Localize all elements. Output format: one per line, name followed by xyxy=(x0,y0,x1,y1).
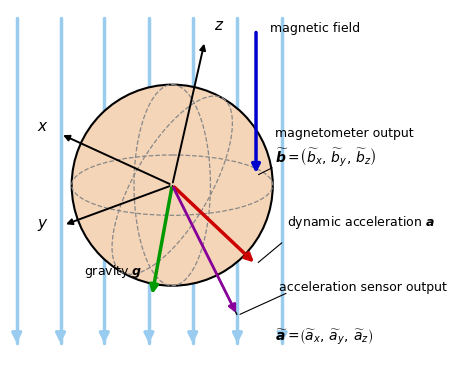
Text: acceleration sensor output: acceleration sensor output xyxy=(279,281,447,294)
Text: gravity $\boldsymbol{g}$: gravity $\boldsymbol{g}$ xyxy=(84,263,142,280)
Text: $\widetilde{\boldsymbol{b}} = \!\left(\widetilde{b}_x,\, \widetilde{b}_y,\, \wid: $\widetilde{\boldsymbol{b}} = \!\left(\w… xyxy=(274,146,376,168)
Text: magnetometer output: magnetometer output xyxy=(274,128,413,141)
Text: $\widetilde{\boldsymbol{a}} = \!\left(\widetilde{a}_x,\, \widetilde{a}_y,\, \wid: $\widetilde{\boldsymbol{a}} = \!\left(\w… xyxy=(274,327,373,347)
Circle shape xyxy=(72,85,273,286)
Text: $x$: $x$ xyxy=(37,119,48,134)
Text: dynamic acceleration $\boldsymbol{a}$: dynamic acceleration $\boldsymbol{a}$ xyxy=(287,214,435,231)
Text: magnetic field: magnetic field xyxy=(270,22,360,35)
Text: $z$: $z$ xyxy=(214,18,225,33)
Text: $y$: $y$ xyxy=(37,217,48,233)
